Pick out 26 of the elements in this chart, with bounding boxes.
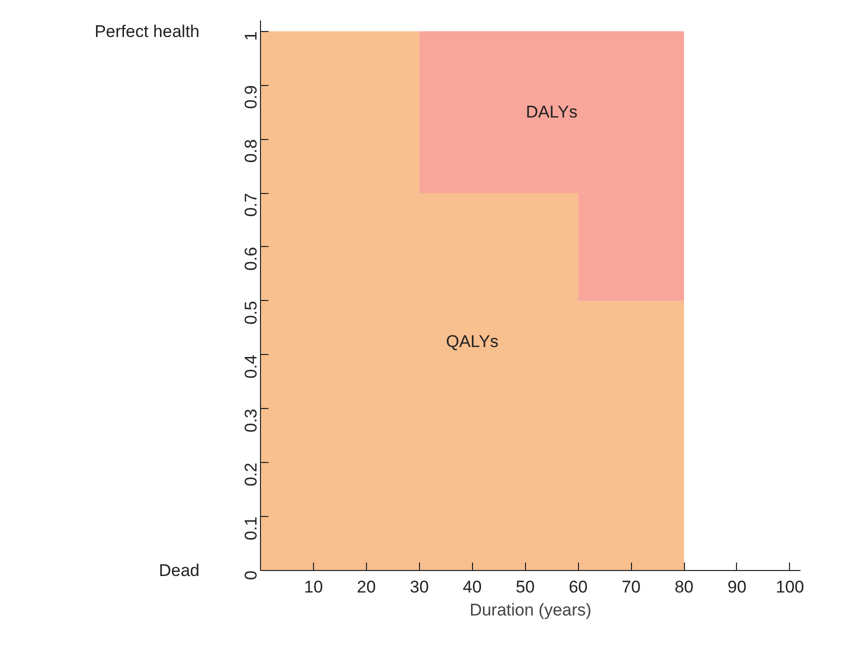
x-tick-label: 60 xyxy=(568,578,588,596)
y-tick-label: 0.7 xyxy=(242,193,260,217)
y-tick-label: 0.8 xyxy=(242,139,260,163)
x-tick-label: 80 xyxy=(674,578,694,596)
y-tick-label: 0.1 xyxy=(242,516,260,540)
text: Dead xyxy=(158,561,200,580)
x-tick-label: 40 xyxy=(462,578,482,596)
x-tick-label: 20 xyxy=(356,578,376,596)
y-tick-label: 0.5 xyxy=(242,300,260,325)
x-axis-title: Duration (years) xyxy=(470,600,592,620)
series-label: DALYs xyxy=(526,102,578,122)
text: Perfect health xyxy=(94,22,200,41)
x-tick-label: 90 xyxy=(728,578,746,596)
x-tick-label: 70 xyxy=(622,578,641,596)
y-tick-label: 0.2 xyxy=(242,462,260,486)
y-tick-label: 1 xyxy=(242,31,260,41)
y-tick-label: 0 xyxy=(242,570,260,580)
x-tick-label: 100 xyxy=(776,578,804,596)
x-tick-label: 50 xyxy=(516,578,535,596)
x-tick-label: 30 xyxy=(410,578,429,596)
y-tick-label: 0.9 xyxy=(242,85,260,109)
x-tick-label: 10 xyxy=(304,578,323,596)
y-tick-label: 0.4 xyxy=(242,354,260,378)
series-label: QALYs xyxy=(446,332,499,351)
y-tick-label: 0.3 xyxy=(242,408,260,432)
y-tick-label: 0.6 xyxy=(242,246,260,271)
